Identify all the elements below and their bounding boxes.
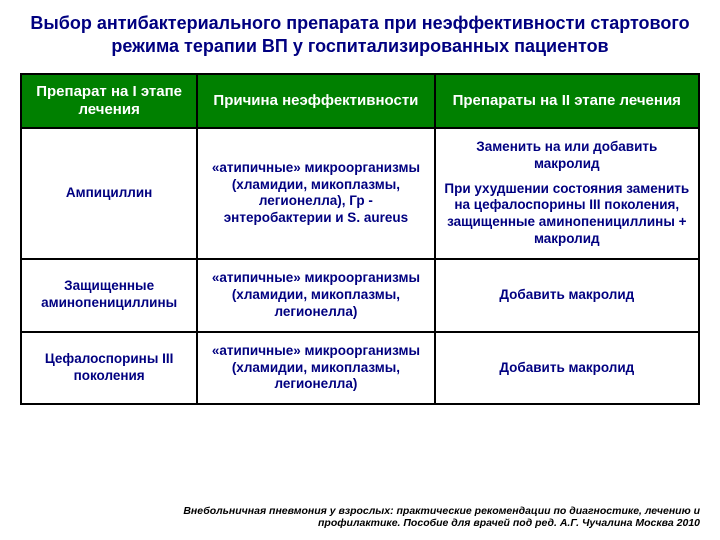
cell-drug: Ампициллин	[21, 128, 197, 259]
action-top: Заменить на или добавить макролид	[444, 139, 690, 173]
cell-reason: «атипичные» микроорганизмы (хламидии, ми…	[197, 332, 434, 405]
cell-action: Добавить макролид	[435, 259, 699, 332]
cell-drug: Защищенные аминопенициллины	[21, 259, 197, 332]
action-bottom: При ухудшении состояния заменить на цефа…	[444, 181, 690, 249]
cell-reason: «атипичные» микроорганизмы (хламидии, ми…	[197, 128, 434, 259]
header-col2: Причина неэффективности	[197, 74, 434, 128]
header-col1: Препарат на I этапе лечения	[21, 74, 197, 128]
spacer	[444, 173, 690, 181]
table-row: Защищенные аминопенициллины «атипичные» …	[21, 259, 699, 332]
cell-action: Добавить макролид	[435, 332, 699, 405]
cell-reason: «атипичные» микроорганизмы (хламидии, ми…	[197, 259, 434, 332]
table-header-row: Препарат на I этапе лечения Причина неэф…	[21, 74, 699, 128]
source-footnote: Внебольничная пневмония у взрослых: прак…	[160, 505, 700, 530]
table-row: Ампициллин «атипичные» микроорганизмы (х…	[21, 128, 699, 259]
cell-action: Заменить на или добавить макролид При ух…	[435, 128, 699, 259]
antibiotic-table: Препарат на I этапе лечения Причина неэф…	[20, 73, 700, 406]
header-col3: Препараты на II этапе лечения	[435, 74, 699, 128]
slide-title: Выбор антибактериального препарата при н…	[20, 12, 700, 59]
table-row: Цефалоспорины III поколения «атипичные» …	[21, 332, 699, 405]
cell-drug: Цефалоспорины III поколения	[21, 332, 197, 405]
